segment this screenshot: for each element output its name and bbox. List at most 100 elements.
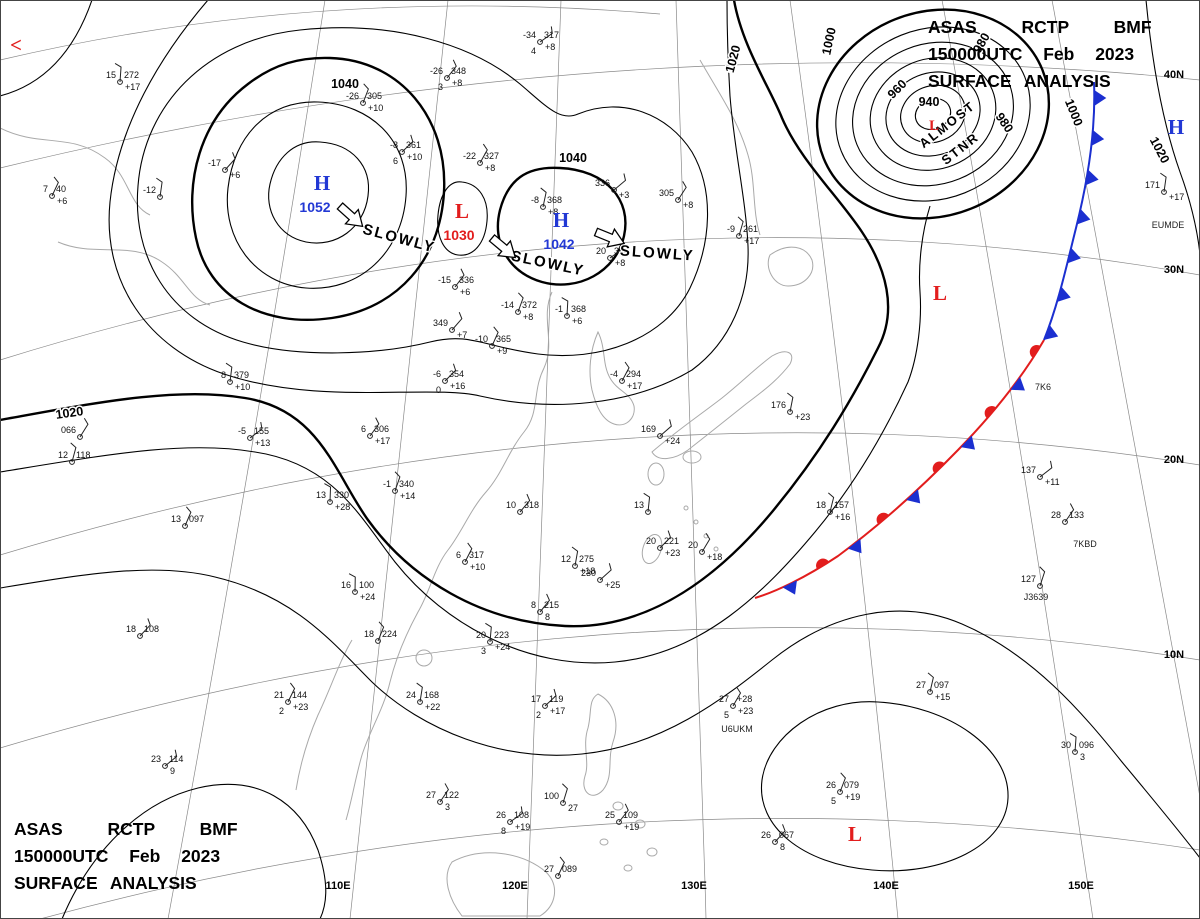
isobar-label: 1020	[55, 404, 85, 422]
station-temp: 305	[659, 188, 674, 198]
graticule-line	[39, 818, 1200, 919]
station-temp: 20	[596, 246, 606, 256]
cold-front-triangle-icon	[1010, 376, 1025, 391]
station-pressure: 361	[406, 140, 421, 150]
wind-barb-icon	[451, 312, 463, 331]
station-tendency: +6	[572, 316, 582, 326]
wind-barb-icon	[156, 177, 163, 198]
wind-barb-icon	[348, 573, 356, 593]
coastline	[693, 519, 699, 525]
station-temp: -14	[501, 300, 514, 310]
station-tendency: +11	[1045, 477, 1060, 487]
station-temp: 18	[364, 629, 374, 639]
isobar-label: 1020	[1147, 135, 1172, 166]
station-temp: -4	[610, 369, 618, 379]
chart-datetime: 150000UTC Feb 2023	[928, 44, 1135, 64]
station-temp: 27	[719, 694, 729, 704]
station-plot: 349 +7	[433, 312, 467, 340]
station-temp: 27	[916, 680, 926, 690]
station-tendency: +10	[470, 562, 485, 572]
isobar-1036	[136, 27, 709, 357]
wind-barb-icon	[701, 532, 711, 553]
station-tendency: +24	[495, 642, 510, 652]
station-tendency: +8	[683, 200, 693, 210]
wind-barb-icon	[439, 783, 449, 803]
wind-barb-icon	[224, 152, 236, 171]
coastline	[682, 450, 702, 464]
station-temp: 26	[826, 780, 836, 790]
station-temp: 8	[221, 370, 226, 380]
station-pressure: 118	[76, 450, 90, 460]
station-pressure: 384	[614, 246, 629, 256]
station-circle-icon	[1062, 519, 1068, 525]
station-pressure: 215	[544, 600, 559, 610]
station-tendency: 9	[170, 766, 175, 776]
isobar-1030	[108, 0, 749, 405]
cold-front-triangle-icon	[1085, 169, 1099, 186]
station-circle-icon	[162, 763, 168, 769]
station-pressure: 348	[451, 66, 466, 76]
coastline	[699, 59, 761, 236]
station-plot: 18 224	[364, 621, 397, 644]
wind-barb-icon	[485, 622, 492, 643]
station-pressure: 114	[169, 754, 183, 764]
cold-front-triangle-icon	[1094, 89, 1107, 106]
latitude-label: 40N	[1164, 69, 1184, 81]
isobar-label: 1040	[559, 151, 587, 165]
station-tendency: +10	[235, 382, 250, 392]
cold-front-triangle-icon	[1056, 286, 1071, 302]
station-tendency: +28	[335, 502, 350, 512]
isobar-label: 1000	[1062, 97, 1085, 128]
station-plot: 171 +17	[1145, 172, 1184, 202]
title-block-top-right: ASAS RCTP BMF 150000UTC Feb 2023 SURFACE…	[928, 14, 1152, 95]
station-dewpoint: 5	[724, 710, 729, 720]
station-tendency: +7	[457, 330, 467, 340]
station-plot: -5 155 +13	[238, 421, 270, 448]
wind-barb-icon	[454, 268, 465, 288]
isobar-1040	[496, 166, 627, 286]
isobar-ring-1000	[815, 8, 1051, 220]
station-pressure: 336	[459, 275, 474, 285]
station-dewpoint: 0	[436, 385, 441, 395]
station-tendency: +16	[450, 381, 465, 391]
isobar-1044	[226, 101, 407, 289]
wind-barb-icon	[659, 530, 671, 549]
station-temp: 169	[641, 424, 656, 434]
station-tendency: +17	[375, 436, 390, 446]
station-plot: 26 079 +19 5	[826, 772, 860, 806]
station-temp: 27	[544, 864, 554, 874]
station-temp: 8	[531, 600, 536, 610]
station-pressure: 327	[484, 151, 499, 161]
graticule-line	[349, 0, 449, 919]
station-tendency: +24	[665, 436, 680, 446]
wind-barb-icon	[571, 546, 579, 567]
station-temp: 230	[581, 568, 596, 578]
station-plot: -1 340 +14	[383, 471, 415, 501]
station-tendency: +3	[619, 190, 629, 200]
wind-barb-icon	[599, 563, 612, 581]
station-tendency: +6	[460, 287, 470, 297]
station-plot: 066	[61, 418, 89, 440]
graticule-line	[0, 5, 661, 61]
wind-barb-icon	[839, 772, 846, 793]
station-plot: 27 097 +15	[916, 672, 950, 702]
coastline	[683, 505, 689, 511]
station-temp: 20	[476, 630, 486, 640]
station-temp: -22	[463, 151, 476, 161]
wind-barb-icon	[184, 506, 192, 527]
cold-front-triangle-icon	[1067, 247, 1081, 264]
station-plot: -6 354 +16 0	[433, 363, 465, 395]
graticule-line	[0, 627, 1200, 749]
station-circle-icon	[489, 343, 495, 349]
wind-barb-icon	[613, 173, 627, 191]
coastlines	[0, 59, 814, 917]
wind-barb-icon	[416, 682, 423, 703]
station-plot: -15 336 +6	[438, 268, 474, 297]
station-pressure: 096	[1079, 740, 1094, 750]
station-tendency: +17	[125, 82, 140, 92]
coastline	[623, 864, 633, 872]
station-plot: 20 223 +24 3	[476, 622, 510, 656]
station-pressure: 133	[1069, 510, 1084, 520]
station-temp: 171	[1145, 180, 1160, 190]
pressure-center-value: 1042	[543, 236, 574, 252]
